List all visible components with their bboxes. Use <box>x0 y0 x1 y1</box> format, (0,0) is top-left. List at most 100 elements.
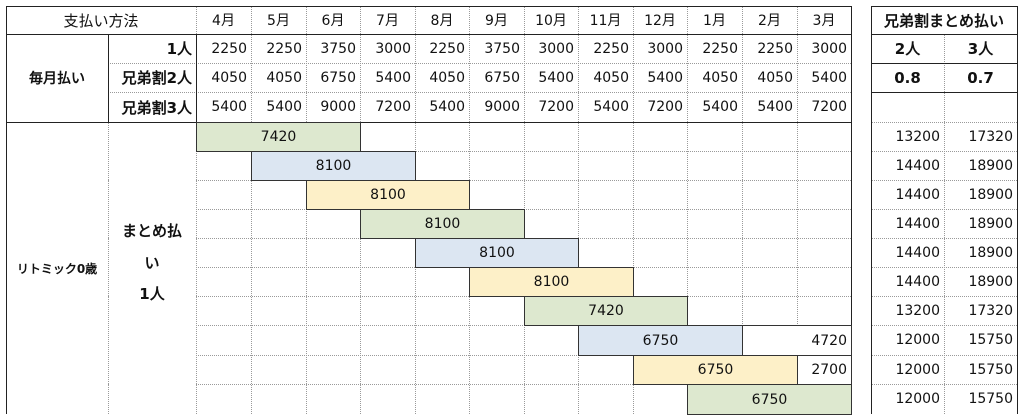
bulk-group-label-line: 1人 <box>139 285 165 303</box>
monthly-value: 5400 <box>757 99 793 115</box>
table-border <box>1017 6 1018 414</box>
bulk-payment-bar: 8100 <box>469 267 634 297</box>
side-value: 12000 <box>895 332 940 348</box>
side-value: 15750 <box>968 391 1013 407</box>
side-value: 14400 <box>895 244 940 261</box>
monthly-value: 3000 <box>538 40 574 57</box>
bulk-payment-bar: 6750 <box>633 355 798 385</box>
monthly-value: 4050 <box>429 69 465 86</box>
discount-rate: 0.8 <box>894 68 921 87</box>
table-border <box>871 63 1017 64</box>
monthly-value: 6750 <box>484 69 520 86</box>
grid-line <box>6 296 851 297</box>
monthly-value: 5400 <box>702 99 738 115</box>
monthly-value: 9000 <box>484 99 520 115</box>
monthly-value: 2250 <box>429 40 465 57</box>
month-header: 8月 <box>430 13 454 29</box>
side-value: 18900 <box>968 244 1013 261</box>
month-header: 12月 <box>644 13 676 29</box>
table-border <box>6 122 851 123</box>
side-value: 18900 <box>968 186 1013 203</box>
bulk-payment-bar: 6750 <box>687 384 852 415</box>
side-value: 18900 <box>968 157 1013 174</box>
grid-line <box>306 6 307 414</box>
merged-cell <box>109 123 196 414</box>
month-header: 10月 <box>535 13 567 29</box>
month-header: 6月 <box>321 13 345 29</box>
row-label: 兄弟割2人 <box>121 69 192 87</box>
side-col-label: 2人 <box>894 40 921 58</box>
side-value: 15750 <box>968 332 1013 348</box>
monthly-value: 6750 <box>320 69 356 86</box>
month-header: 7月 <box>376 13 399 29</box>
grid-line <box>944 6 945 414</box>
monthly-value: 3000 <box>375 40 411 57</box>
month-header: 5月 <box>267 13 290 29</box>
bulk-payment-bar: 8100 <box>415 238 579 268</box>
grid-line <box>6 355 851 356</box>
monthly-value: 5400 <box>538 69 574 86</box>
grid-line <box>633 6 634 414</box>
monthly-value: 2250 <box>211 40 247 57</box>
monthly-value: 2250 <box>593 40 629 57</box>
side-value: 18900 <box>968 273 1013 290</box>
grid-line <box>742 6 743 414</box>
remainder-value: 4720 <box>742 325 852 356</box>
grid-line <box>6 384 851 385</box>
side-value: 12000 <box>895 361 940 378</box>
monthly-value: 5400 <box>647 69 683 86</box>
monthly-value: 5400 <box>429 99 465 115</box>
table-border <box>196 34 197 122</box>
grid-line <box>6 325 851 326</box>
bulk-payment-bar: 8100 <box>306 180 470 210</box>
discount-rate: 0.7 <box>967 68 994 87</box>
grid-line <box>797 6 798 414</box>
monthly-value: 5400 <box>211 99 247 115</box>
merged-cell <box>7 35 108 122</box>
table-border <box>871 6 1017 7</box>
bulk-group-label: まとめ払い 1人 <box>108 220 196 304</box>
table-border <box>6 34 851 35</box>
monthly-value: 4050 <box>211 69 247 86</box>
grid-line <box>251 6 252 414</box>
monthly-value: 4050 <box>593 69 629 86</box>
table-border <box>6 6 851 7</box>
monthly-value: 9000 <box>320 99 356 115</box>
monthly-value: 3750 <box>484 40 520 57</box>
side-value: 13200 <box>895 302 940 319</box>
side-value: 14400 <box>895 157 940 174</box>
month-header: 2月 <box>758 13 781 29</box>
merged-cell <box>7 7 196 34</box>
grid-line <box>196 6 197 414</box>
monthly-value: 7200 <box>647 99 683 115</box>
monthly-value: 7200 <box>375 99 411 115</box>
monthly-value: 5400 <box>811 69 847 86</box>
bulk-group-label-line: い <box>144 253 160 272</box>
monthly-value: 5400 <box>593 99 629 115</box>
bulk-group-label-line: まとめ払 <box>121 222 182 240</box>
table-border <box>108 34 109 122</box>
monthly-value: 7200 <box>538 99 574 115</box>
month-header: 9月 <box>485 13 508 29</box>
side-value: 14400 <box>895 215 940 232</box>
monthly-value: 5400 <box>266 99 302 115</box>
bulk-payment-bar: 7420 <box>196 122 361 152</box>
monthly-value: 3000 <box>647 40 683 57</box>
grid-line <box>6 151 851 152</box>
monthly-value: 5400 <box>375 69 411 86</box>
monthly-value: 4050 <box>757 69 793 86</box>
bulk-payment-bar: 8100 <box>251 151 416 181</box>
remainder-value: 2700 <box>797 355 852 385</box>
side-value: 17320 <box>968 128 1013 145</box>
table-border <box>851 6 852 414</box>
grid-line <box>578 6 579 414</box>
monthly-value: 7200 <box>811 99 847 115</box>
bulk-payment-bar: 8100 <box>360 209 525 239</box>
header-title: 支払い方法 <box>63 11 139 30</box>
table-border <box>871 92 1017 93</box>
row-label: 1人 <box>166 40 192 58</box>
monthly-value: 2250 <box>702 40 738 57</box>
month-header: 4月 <box>212 13 235 29</box>
side-value: 14400 <box>895 273 940 290</box>
merged-cell <box>872 7 1017 34</box>
